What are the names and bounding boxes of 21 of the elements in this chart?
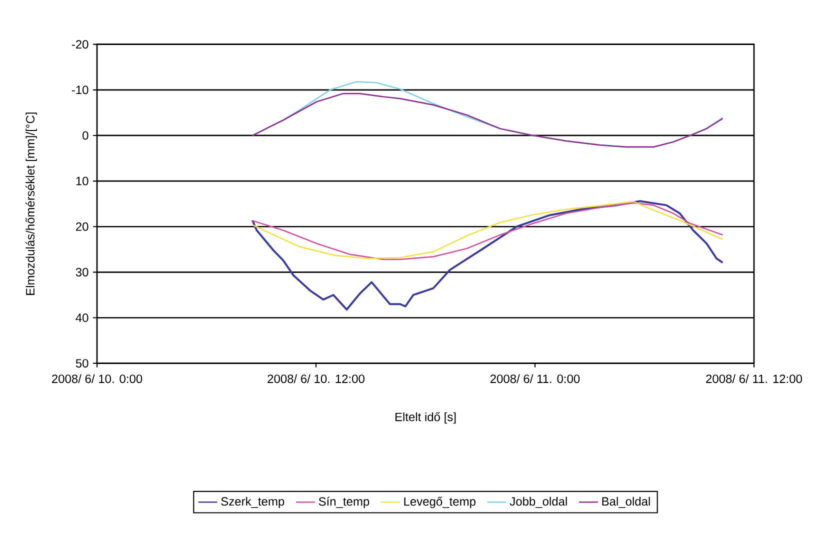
x-axis-title: Eltelt idő [s] [395, 412, 456, 424]
y-tick-label: -10 [72, 86, 88, 94]
legend-label: Levegő_temp [404, 496, 476, 508]
x-tick-label: 2008/ 6/ 11. 12:00 [706, 374, 802, 384]
y-tick-label: 30 [76, 268, 88, 276]
line-series [252, 92, 724, 148]
legend-label: Bal_oldal [602, 496, 650, 508]
line-series [251, 200, 724, 311]
legend-label: Szerk_temp [221, 496, 284, 508]
legend-label: Sín_temp [318, 496, 370, 508]
y-tick-label: 40 [76, 314, 88, 322]
y-axis-title: Elmozdulás/hőmérséklet [mm]/[°C] [26, 112, 37, 295]
y-tick-label: -20 [72, 40, 88, 49]
y-tick-label: 0 [82, 131, 88, 140]
y-tick-label: 20 [76, 222, 88, 231]
x-tick-label: 2008/ 6/ 10. 0:00 [52, 374, 142, 384]
y-tick-label: 50 [76, 359, 88, 368]
x-tick-label: 2008/ 6/ 10. 12:00 [268, 374, 364, 384]
x-tick-label: 2008/ 6/ 11. 0:00 [490, 374, 580, 384]
y-tick-label: 10 [76, 176, 88, 186]
legend-label: Jobb_oldal [510, 496, 567, 508]
